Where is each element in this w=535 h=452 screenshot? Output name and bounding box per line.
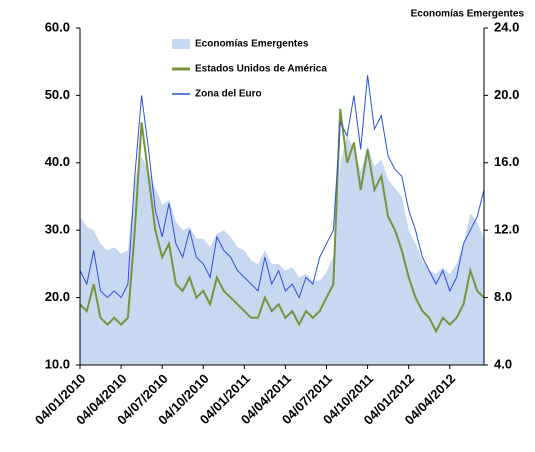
y2-tick-label: 8.0 (494, 289, 512, 304)
y-tick-label: 20.0 (45, 289, 70, 304)
y2-tick-label: 12.0 (494, 222, 519, 237)
legend-swatch (172, 39, 190, 49)
y2-tick-label: 20.0 (494, 87, 519, 102)
y2-tick-label: 16.0 (494, 154, 519, 169)
legend-label: Zona del Euro (195, 89, 262, 100)
y2-tick-label: 4.0 (494, 356, 512, 371)
y2-axis-label: Economías Emergentes (411, 9, 525, 20)
y2-tick-label: 24.0 (494, 19, 519, 34)
legend-label: Economías Emergentes (195, 39, 309, 50)
y-tick-label: 50.0 (45, 87, 70, 102)
legend-label: Estados Unidos de América (195, 64, 327, 75)
line (79, 75, 485, 299)
y-tick-label: 10.0 (45, 356, 70, 371)
line (79, 108, 485, 334)
y-tick-label: 60.0 (45, 19, 70, 34)
y-tick-label: 40.0 (45, 154, 70, 169)
area (80, 135, 484, 365)
y-tick-label: 30.0 (45, 222, 70, 237)
